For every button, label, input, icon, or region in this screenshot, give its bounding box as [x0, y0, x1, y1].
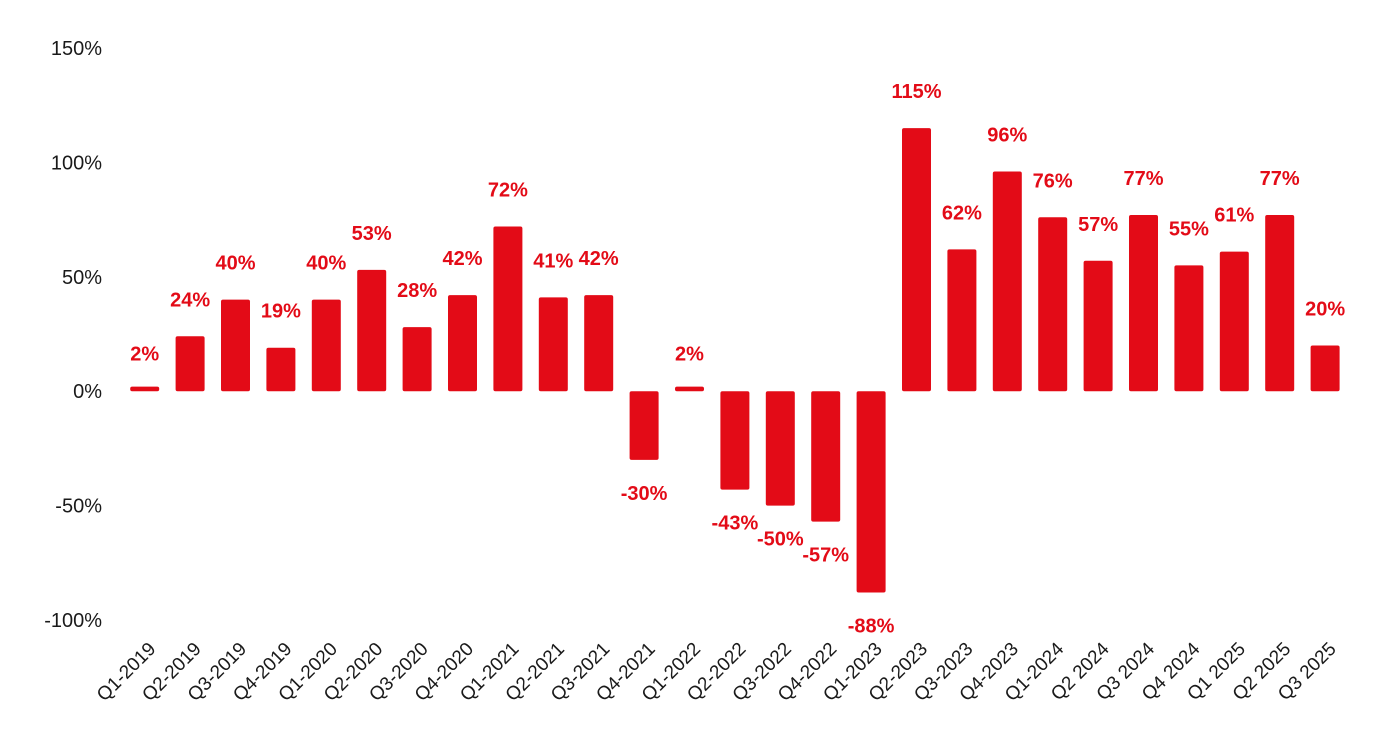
bars — [130, 128, 1340, 593]
bar — [1265, 215, 1295, 392]
y-tick-label: 100% — [51, 152, 102, 174]
bar — [130, 386, 160, 392]
data-label: -88% — [848, 616, 895, 638]
bar — [221, 299, 250, 392]
bar — [675, 386, 704, 392]
data-label: -30% — [621, 483, 668, 505]
data-label: 42% — [579, 248, 619, 270]
y-tick-label: 50% — [62, 267, 102, 289]
bar — [538, 297, 568, 392]
y-tick-label: 0% — [73, 381, 102, 403]
data-label: 42% — [442, 248, 482, 270]
bar — [357, 269, 387, 392]
y-tick-label: 150% — [51, 38, 102, 60]
data-labels: 2%24%40%19%40%53%28%42%72%41% 42%-30%2%-4… — [130, 81, 1345, 637]
bar — [584, 295, 614, 392]
bar — [266, 347, 296, 392]
data-label: 62% — [942, 202, 982, 224]
data-label: 19% — [261, 301, 301, 323]
bar — [1038, 217, 1068, 392]
bar — [765, 391, 795, 506]
data-label: 28% — [397, 280, 437, 302]
bar — [402, 327, 432, 392]
y-tick-label: -100% — [44, 610, 102, 632]
data-label: 40% — [215, 253, 255, 275]
data-label: 24% — [170, 289, 210, 311]
bar — [1083, 260, 1113, 392]
data-label: 40% — [306, 253, 346, 275]
bar — [720, 391, 750, 490]
bar — [902, 128, 931, 392]
data-label: 41% — [533, 250, 573, 272]
data-label: 96% — [987, 125, 1027, 147]
data-label: 57% — [1078, 214, 1118, 236]
data-label: 77% — [1260, 168, 1300, 190]
bar — [1310, 345, 1340, 392]
bar — [811, 391, 841, 522]
bar — [448, 295, 477, 392]
bar — [493, 226, 523, 392]
bar — [992, 171, 1022, 392]
data-label: 77% — [1123, 168, 1163, 190]
data-label: 2% — [130, 344, 159, 366]
data-label: 76% — [1033, 170, 1073, 192]
data-label: 2% — [675, 344, 704, 366]
bar — [1174, 265, 1204, 392]
bar — [1219, 251, 1249, 392]
data-label: 115% — [891, 81, 941, 103]
bar — [1129, 215, 1158, 392]
x-axis: Q1-2019Q2-2019Q3-2019Q4-2019Q1-2020Q2-20… — [93, 638, 1341, 705]
y-axis: -100% -50% 0% 50% 100% 150% — [44, 38, 102, 632]
data-label: 53% — [352, 223, 392, 245]
y-tick-label: -50% — [55, 496, 102, 518]
data-label: 55% — [1169, 218, 1209, 240]
data-label: 20% — [1305, 298, 1345, 320]
bar — [947, 249, 977, 392]
data-label: -50% — [757, 529, 804, 551]
data-label: -57% — [802, 545, 849, 567]
bar — [629, 391, 659, 460]
data-label: 61% — [1214, 205, 1254, 227]
bar — [856, 391, 886, 593]
bar — [175, 336, 205, 392]
bar — [311, 299, 341, 392]
data-label: -43% — [712, 513, 759, 535]
data-label: 72% — [488, 179, 528, 201]
